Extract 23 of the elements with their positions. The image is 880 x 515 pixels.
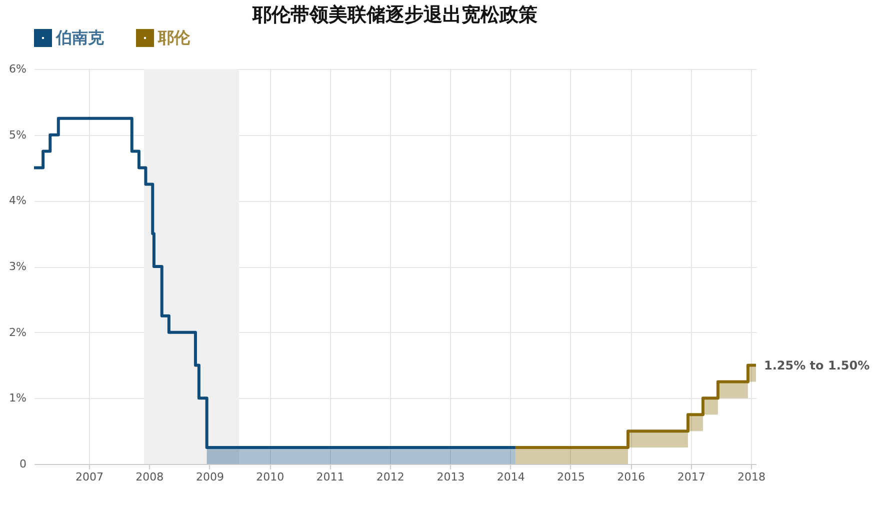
legend-label: 耶伦 bbox=[157, 28, 191, 47]
x-tick-label: 2012 bbox=[376, 470, 404, 484]
chart-title: 耶伦带领美联储逐步退出宽松政策 bbox=[252, 4, 538, 26]
y-tick-label: 1% bbox=[9, 392, 26, 405]
x-tick-label: 2014 bbox=[496, 470, 525, 484]
x-tick-label: 2018 bbox=[738, 470, 766, 484]
y-tick-label: 4% bbox=[9, 194, 26, 208]
y-tick-label: 2% bbox=[9, 326, 26, 339]
y-tick-label: 0 bbox=[20, 458, 26, 470]
x-tick-label: 2013 bbox=[436, 470, 465, 484]
x-tick-label: 2011 bbox=[316, 470, 344, 484]
x-tick-label: 2016 bbox=[617, 470, 646, 484]
x-tick-label: 2007 bbox=[76, 470, 104, 484]
y-tick-label: 6% bbox=[9, 62, 26, 76]
x-tick-label: 2009 bbox=[196, 470, 224, 484]
annotation: 1.25% to 1.50% bbox=[764, 358, 870, 372]
x-tick-label: 2017 bbox=[677, 470, 706, 484]
legend-label: 伯南克 bbox=[55, 28, 105, 47]
y-tick-label: 3% bbox=[9, 260, 26, 273]
y-tick-label: 5% bbox=[9, 128, 26, 142]
x-tick-label: 2015 bbox=[556, 470, 585, 484]
x-tick-label: 2010 bbox=[256, 470, 284, 484]
x-tick-label: 2008 bbox=[136, 470, 164, 484]
